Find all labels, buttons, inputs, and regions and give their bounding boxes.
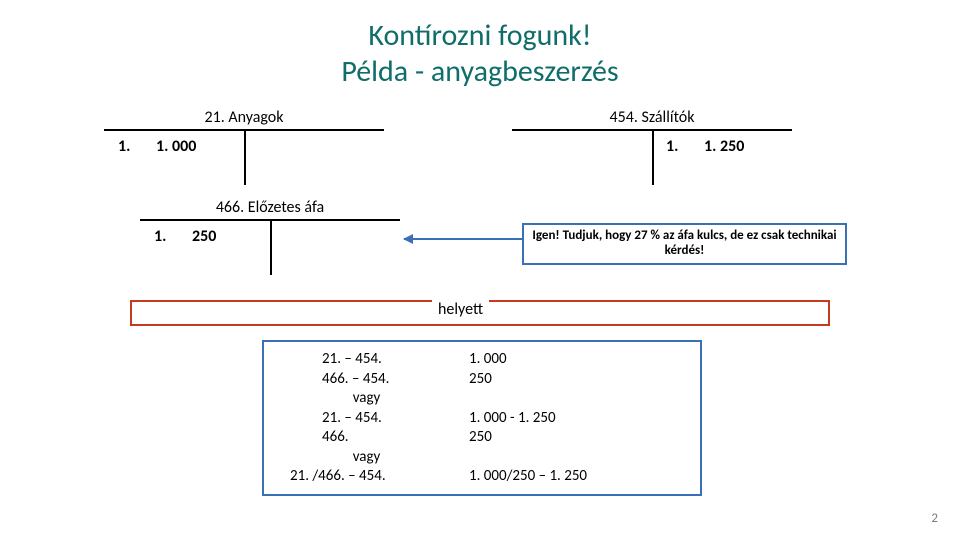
page-number: 2 [931,511,938,526]
title-line-2: Példa - anyagbeszerzés [0,54,960,90]
t-account-afa: 466. Előzetes áfa 1. 250 [140,198,400,275]
entry-value: 1. 000 [156,137,196,156]
note-box: Igen! Tudjuk, hogy 27 % az áfa kulcs, de… [522,223,847,265]
journal-accounts: 466. [264,428,469,448]
slide: Kontírozni fogunk! Példa - anyagbeszerzé… [0,0,960,540]
journal-row: 21. – 454. 1. 000 [264,350,700,370]
journal-row: 21. – 454. 1. 000 - 1. 250 [264,409,700,429]
journal-box: 21. – 454. 1. 000 466. – 454. 250 vagy 2… [262,340,702,496]
journal-row: 466. – 454. 250 [264,370,700,390]
journal-accounts: 21. /466. – 454. [264,467,469,487]
entry-number: 1. [666,137,678,156]
entry-value: 250 [192,227,216,246]
account-body: 1. 1. 250 [512,129,792,185]
journal-or-row: vagy [264,448,700,468]
journal-amount: 1. 000/250 – 1. 250 [469,467,700,487]
account-body: 1. 1. 000 [104,129,384,185]
account-title: 454. Szállítók [512,108,792,127]
title-line-1: Kontírozni fogunk! [0,18,960,54]
journal-or: vagy [264,448,469,468]
journal-amount: 250 [469,428,700,448]
t-account-anyagok: 21. Anyagok 1. 1. 000 [104,108,384,185]
journal-amount: 1. 000 - 1. 250 [469,409,700,429]
journal-row: 466. 250 [264,428,700,448]
slide-title: Kontírozni fogunk! Példa - anyagbeszerzé… [0,18,960,90]
account-body: 1. 250 [140,219,400,275]
t-account-szallitok: 454. Szállítók 1. 1. 250 [512,108,792,185]
journal-amount: 1. 000 [469,350,700,370]
entry-value: 1. 250 [704,137,744,156]
journal-amount: 250 [469,370,700,390]
journal-accounts: 21. – 454. [264,409,469,429]
journal-accounts: 21. – 454. [264,350,469,370]
journal-row: 21. /466. – 454. 1. 000/250 – 1. 250 [264,467,700,487]
helyett-label: helyett [432,300,489,319]
journal-or-row: vagy [264,389,700,409]
arrow-icon [404,238,522,240]
entry-number: 1. [118,137,130,156]
account-title: 466. Előzetes áfa [140,198,400,217]
entry-number: 1. [154,227,166,246]
account-title: 21. Anyagok [104,108,384,127]
journal-accounts: 466. – 454. [264,370,469,390]
journal-or: vagy [264,389,469,409]
